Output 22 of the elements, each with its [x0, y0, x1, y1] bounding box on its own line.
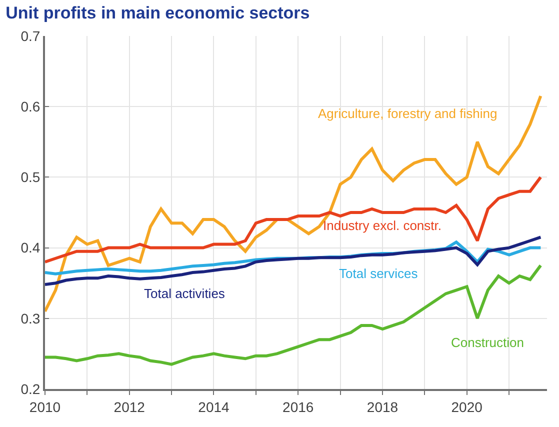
- x-tick-label: 2014: [198, 398, 230, 415]
- line-series: [45, 94, 542, 313]
- series-label: Total services: [339, 266, 418, 281]
- line-series: [45, 176, 542, 264]
- y-tick-label: 0.7: [20, 28, 40, 44]
- y-tick-label: 0.2: [20, 380, 40, 397]
- line-series: [45, 236, 542, 286]
- series-label: Total activities: [144, 286, 226, 301]
- y-tick-label: 0.3: [20, 310, 40, 326]
- x-tick-label: 2016: [282, 398, 314, 415]
- chart-title: Unit profits in main economic sectors: [6, 3, 310, 22]
- series-label: Industry excl. constr.: [323, 218, 442, 233]
- line-series: [45, 264, 542, 366]
- x-tick-label: 2020: [451, 398, 483, 415]
- x-tick-label: 2010: [29, 398, 61, 415]
- y-tick-label: 0.6: [20, 98, 40, 114]
- x-tick-label: 2018: [366, 398, 398, 415]
- x-tick-label: 2012: [114, 398, 146, 415]
- y-tick-label: 0.4: [20, 240, 40, 256]
- y-tick-label: 0.5: [20, 169, 40, 186]
- text: Agriculture, forestry and fishing: [318, 106, 498, 121]
- text: Construction: [451, 335, 524, 350]
